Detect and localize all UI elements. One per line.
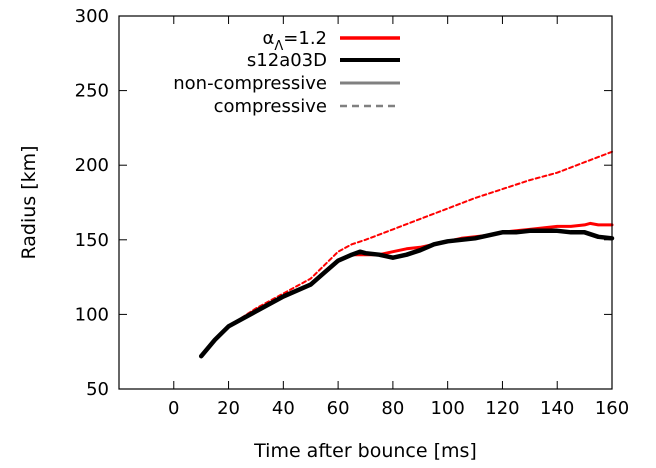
x-tick-label-0: 0 (168, 398, 179, 419)
legend-entry-2: s12a03D (247, 50, 400, 71)
ticks-layer: 0 20 40 60 80 100 120 140 160 50 100 150 200 250 300 (75, 6, 630, 419)
legend-label-1: αΛ=1.2 (263, 28, 328, 54)
y-tick-label-250: 250 (75, 81, 109, 102)
x-tick-label-120: 120 (485, 398, 519, 419)
y-tick-label-150: 150 (75, 230, 109, 251)
x-axis-title: Time after bounce [ms] (253, 440, 477, 462)
y-tick-label-300: 300 (75, 6, 109, 27)
legend-label-1-sub: Λ (274, 39, 283, 54)
series-line-2 (200, 150, 613, 358)
plot-frame (118, 15, 613, 390)
y-tick-label-200: 200 (75, 155, 109, 176)
legend-label-3: non-compressive (173, 73, 327, 94)
x-tick-label-40: 40 (272, 398, 295, 419)
x-tick-label-80: 80 (381, 398, 404, 419)
legend-entry-1: αΛ=1.2 (263, 28, 400, 54)
x-tick-label-20: 20 (217, 398, 240, 419)
legend-label-1-main: α (263, 28, 275, 49)
legend-label-2: s12a03D (247, 50, 327, 71)
legend: αΛ=1.2 s12a03D non-compressive compressi… (173, 28, 400, 117)
x-tick-label-160: 160 (595, 398, 629, 419)
series-line-3 (198, 228, 615, 359)
legend-entry-3: non-compressive (173, 73, 400, 94)
legend-label-4: compressive (214, 96, 327, 117)
x-tick-label-100: 100 (430, 398, 464, 419)
series-line-1 (199, 221, 614, 358)
y-tick-label-100: 100 (75, 304, 109, 325)
legend-label-1-suffix: =1.2 (283, 28, 327, 49)
series-layer (198, 150, 615, 359)
y-axis-title: Radius [km] (18, 145, 40, 259)
x-tick-label-140: 140 (540, 398, 574, 419)
x-tick-label-60: 60 (327, 398, 350, 419)
legend-entry-4: compressive (214, 96, 400, 117)
y-tick-label-50: 50 (86, 379, 109, 400)
